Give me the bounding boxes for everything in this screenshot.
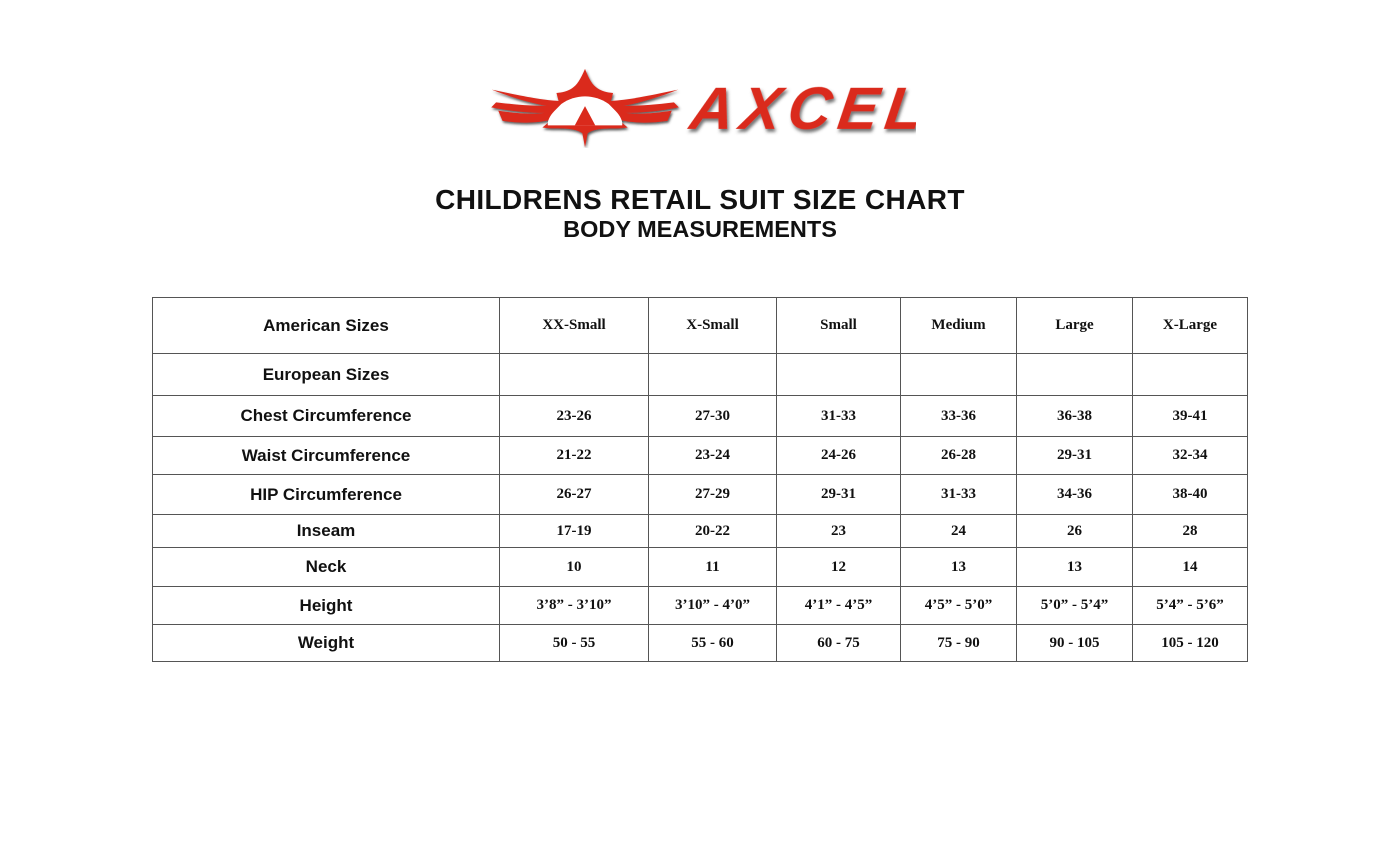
svg-text:AXCEL: AXCEL <box>684 74 916 142</box>
